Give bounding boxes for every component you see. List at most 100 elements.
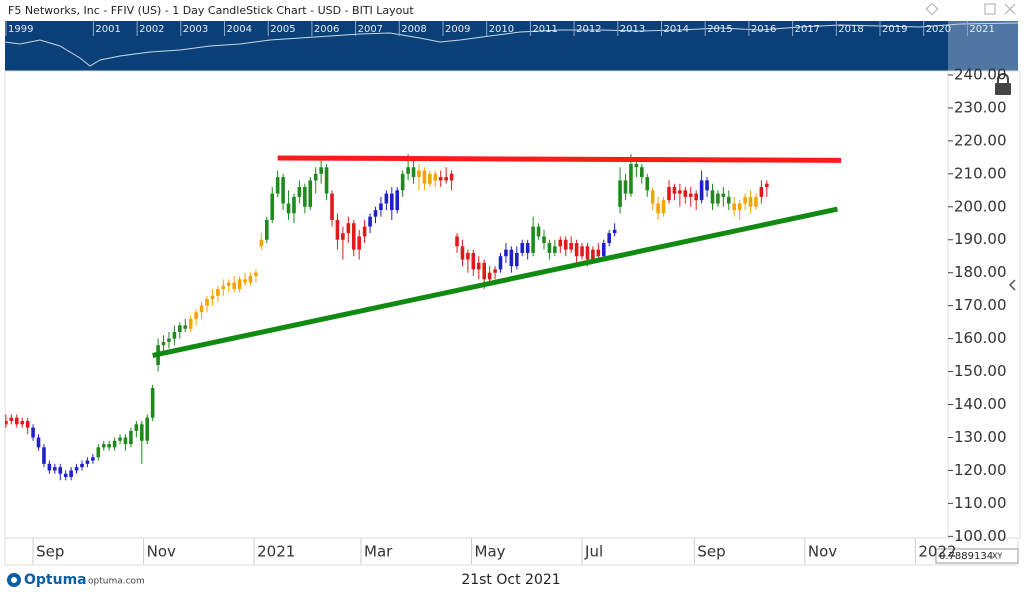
- candle-body: [759, 187, 764, 197]
- candle-body: [721, 193, 726, 197]
- candle-body: [699, 180, 704, 201]
- candle-body: [487, 272, 492, 280]
- candle-body: [596, 249, 601, 257]
- candle-body: [362, 226, 367, 237]
- candle-body: [297, 187, 302, 197]
- candle-body: [466, 252, 470, 260]
- x-axis-panel: [4, 537, 1019, 566]
- candle-body: [580, 246, 584, 257]
- overview-year: 2018: [838, 24, 863, 35]
- candle-body: [476, 262, 481, 270]
- candle-body: [25, 421, 30, 428]
- candle-body: [449, 173, 454, 181]
- candle-body: [346, 223, 351, 234]
- brand-site: optuma.com: [88, 577, 145, 587]
- overview-year: 2012: [576, 24, 601, 35]
- overview-year: 2010: [489, 24, 514, 35]
- candle-body: [525, 243, 530, 253]
- candle-body: [199, 305, 204, 313]
- candle-body: [618, 180, 622, 207]
- candle-body: [210, 295, 215, 300]
- y-tick-label: 240.00: [954, 65, 1007, 83]
- candle-body: [232, 282, 236, 290]
- candle-body: [85, 460, 90, 464]
- candle-body: [324, 167, 329, 194]
- y-tick-label: 190.00: [954, 230, 1007, 248]
- candle-body: [14, 417, 19, 425]
- y-tick-label: 150.00: [954, 362, 1007, 380]
- plot-area: [4, 70, 949, 539]
- candle-body: [661, 200, 666, 214]
- candle-body: [58, 467, 63, 474]
- y-tick-label: 100.00: [954, 527, 1007, 545]
- candle-body: [612, 229, 617, 234]
- overview-year: 2001: [95, 24, 120, 35]
- candle-body: [63, 473, 68, 478]
- y-tick-label: 160.00: [954, 329, 1007, 347]
- x-tick-label: Sep: [36, 543, 64, 561]
- candle-body: [341, 233, 345, 240]
- y-tick-label: 170.00: [954, 296, 1007, 314]
- candle-body: [672, 187, 677, 194]
- overview-year: 2007: [358, 24, 383, 35]
- x-tick-label: Mar: [364, 543, 393, 561]
- candle-body: [139, 424, 144, 441]
- candle-body: [69, 470, 73, 478]
- candle-body: [243, 279, 247, 283]
- candle-body: [743, 196, 747, 204]
- x-tick-label: Jul: [584, 543, 603, 561]
- chart-date: 21st Oct 2021: [461, 572, 560, 588]
- candle-body: [667, 187, 671, 201]
- candle-body: [688, 193, 693, 197]
- trend-line: [277, 155, 842, 163]
- candle-body: [281, 177, 285, 204]
- window-controls[interactable]: [925, 2, 1016, 16]
- candle-body: [553, 246, 557, 253]
- overview-year: 2014: [664, 24, 689, 35]
- candle-body: [129, 430, 133, 445]
- cursor-value: 0.7889134: [939, 551, 993, 562]
- plot-layer: [5, 154, 842, 481]
- overview-year: 2013: [620, 24, 645, 35]
- candle-body: [563, 239, 568, 250]
- y-tick-label: 110.00: [954, 494, 1007, 512]
- y-tick-label: 130.00: [954, 428, 1007, 446]
- candle-body: [351, 223, 356, 250]
- candle-body: [270, 193, 275, 220]
- y-tick-label: 140.00: [954, 395, 1007, 413]
- candle-body: [91, 457, 95, 461]
- candle-body: [748, 196, 753, 207]
- candle-body: [112, 440, 117, 448]
- candle-body: [428, 173, 432, 184]
- candle-body: [390, 193, 394, 211]
- candle-body: [438, 177, 443, 181]
- candle-body: [379, 203, 383, 211]
- candle-body: [292, 196, 296, 214]
- candle-body: [226, 282, 231, 286]
- candle-body: [161, 341, 166, 346]
- candle-body: [400, 173, 405, 191]
- y-tick-label: 220.00: [954, 131, 1007, 149]
- candle-body: [53, 467, 57, 471]
- collapse-arrow[interactable]: [1008, 279, 1016, 291]
- cursor-mode: XY: [992, 552, 1002, 561]
- lock-icon[interactable]: [995, 73, 1011, 95]
- candle-body: [264, 219, 269, 240]
- candle-body: [455, 236, 459, 247]
- candle-body: [172, 332, 177, 339]
- candle-body: [482, 262, 486, 280]
- overview-strip[interactable]: [5, 21, 1018, 71]
- candle-body: [313, 173, 318, 181]
- overview-year: 2017: [795, 24, 820, 35]
- candle-body: [237, 279, 242, 290]
- candle-body: [732, 203, 737, 211]
- trend-line: [152, 206, 839, 358]
- y-tick-label: 200.00: [954, 197, 1007, 215]
- candle-body: [737, 203, 742, 211]
- candle-body: [710, 190, 715, 204]
- overview-window[interactable]: [948, 21, 1018, 71]
- candle-body: [303, 187, 307, 207]
- candle-body: [145, 417, 150, 441]
- candle-body: [531, 226, 535, 253]
